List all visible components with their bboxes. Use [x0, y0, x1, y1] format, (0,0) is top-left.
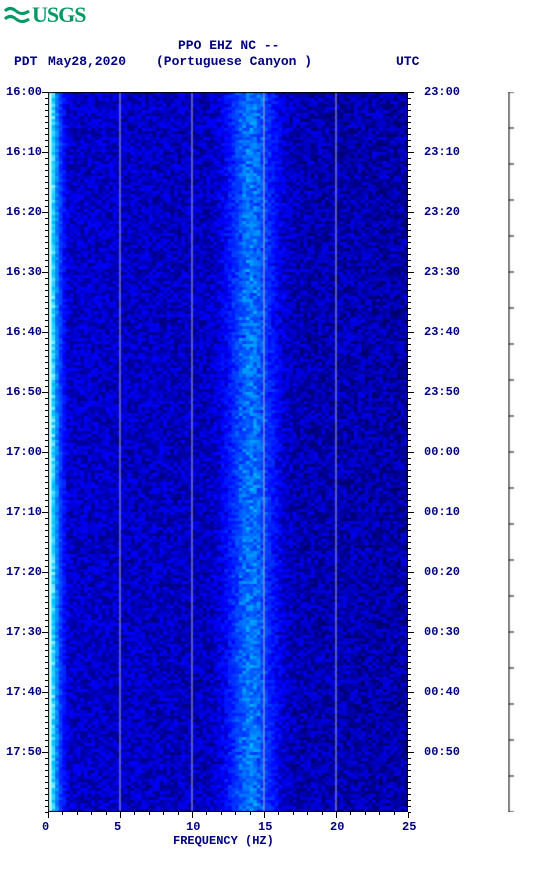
frequency-axis-label: FREQUENCY (HZ) — [173, 834, 274, 848]
usgs-logo-text: USGS — [32, 2, 85, 28]
station-line1: PPO EHZ NC -- — [178, 38, 279, 53]
right-time-tick: 00:10 — [424, 505, 460, 519]
freq-tick: 5 — [114, 820, 121, 834]
left-time-tick: 16:40 — [6, 325, 42, 339]
right-time-tick: 23:10 — [424, 145, 460, 159]
left-time-tick: 17:20 — [6, 565, 42, 579]
freq-tick: 15 — [258, 820, 272, 834]
usgs-logo: USGS — [4, 2, 85, 28]
right-time-tick: 00:50 — [424, 745, 460, 759]
freq-tick: 10 — [186, 820, 200, 834]
right-time-tick: 23:20 — [424, 205, 460, 219]
left-time-tick: 17:10 — [6, 505, 42, 519]
station-line2: (Portuguese Canyon ) — [156, 54, 312, 69]
left-time-tick: 16:50 — [6, 385, 42, 399]
freq-tick: 25 — [402, 820, 416, 834]
left-time-tick: 17:30 — [6, 625, 42, 639]
colorbar — [508, 92, 526, 812]
left-time-tick: 17:00 — [6, 445, 42, 459]
right-time-tick: 23:50 — [424, 385, 460, 399]
spectrogram-canvas — [48, 92, 408, 812]
right-time-tick: 00:20 — [424, 565, 460, 579]
right-time-tick: 00:30 — [424, 625, 460, 639]
wave-icon — [4, 4, 30, 26]
right-time-tick: 23:00 — [424, 85, 460, 99]
right-time-tick: 23:40 — [424, 325, 460, 339]
left-time-tick: 17:40 — [6, 685, 42, 699]
right-time-tick: 23:30 — [424, 265, 460, 279]
left-date: May28,2020 — [48, 54, 126, 69]
spectrogram-plot — [48, 92, 408, 812]
left-time-tick: 17:50 — [6, 745, 42, 759]
left-time-tick: 16:30 — [6, 265, 42, 279]
left-time-tick: 16:10 — [6, 145, 42, 159]
left-timezone: PDT — [14, 54, 37, 69]
right-time-tick: 00:00 — [424, 445, 460, 459]
left-time-tick: 16:20 — [6, 205, 42, 219]
left-time-tick: 16:00 — [6, 85, 42, 99]
freq-tick: 0 — [42, 820, 49, 834]
freq-tick: 20 — [330, 820, 344, 834]
right-timezone: UTC — [396, 54, 419, 69]
right-time-tick: 00:40 — [424, 685, 460, 699]
